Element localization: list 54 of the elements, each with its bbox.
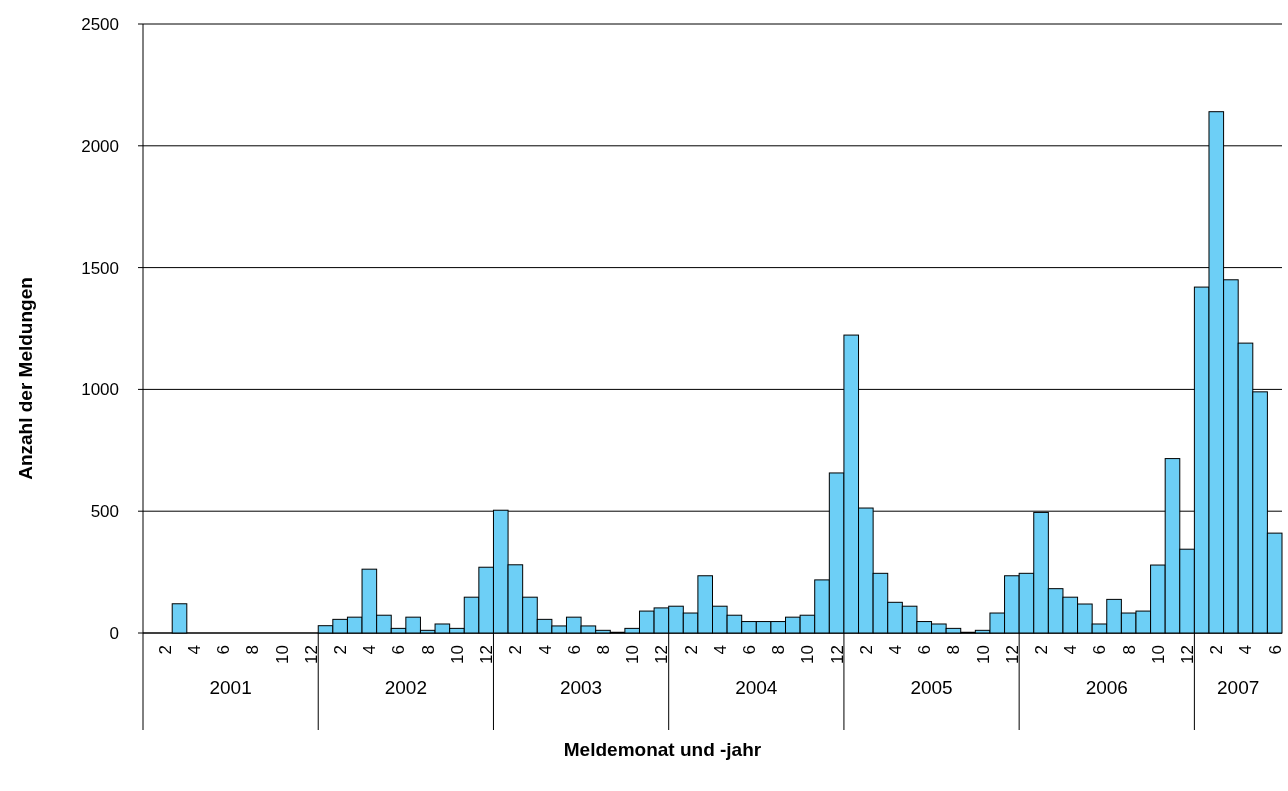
x-tick-label: 6 <box>1090 645 1110 655</box>
x-tick-label: 6 <box>389 645 409 655</box>
x-tick-label: 10 <box>1148 645 1168 664</box>
x-tick-label: 10 <box>272 645 292 664</box>
x-tick-label: 2 <box>856 645 876 655</box>
x-tick-label: 4 <box>185 645 205 655</box>
text: 2002 <box>384 677 427 698</box>
x-tick-label: 2 <box>1032 645 1052 655</box>
x-tick-label: 8 <box>769 645 789 655</box>
x-tick-label: 2 <box>331 645 351 655</box>
x-tick-label: 8 <box>944 645 964 655</box>
y-tick-label: 2500 <box>81 14 119 34</box>
y-tick-label: 1000 <box>81 380 119 400</box>
x-tick-label: 4 <box>535 645 555 655</box>
x-tick-label: 12 <box>827 645 847 664</box>
x-tick-label: 2 <box>681 645 701 655</box>
x-tick-label: 10 <box>623 645 643 664</box>
x-tick-label: 4 <box>360 645 380 655</box>
x-tick-label: 12 <box>1002 645 1022 664</box>
y-axis-title: Anzahl der Meldungen <box>15 277 36 480</box>
text: 2007 <box>1217 677 1260 698</box>
x-tick-label: 6 <box>915 645 935 655</box>
y-tick-label: 2000 <box>81 136 119 156</box>
x-axis-title: Meldemonat und -jahr <box>563 739 762 760</box>
x-tick-label: 2 <box>506 645 526 655</box>
x-tick-label: 6 <box>214 645 234 655</box>
x-tick-label: 6 <box>564 645 584 655</box>
x-tick-label: 12 <box>477 645 497 664</box>
y-tick-label: 1500 <box>81 258 119 278</box>
x-tick-label: 8 <box>1119 645 1139 655</box>
x-tick-label: 8 <box>418 645 438 655</box>
x-tick-label: 6 <box>1265 645 1285 655</box>
x-tick-label: 12 <box>301 645 321 664</box>
x-tick-label: 2 <box>155 645 175 655</box>
x-tick-label: 8 <box>593 645 613 655</box>
x-tick-label: 12 <box>652 645 672 664</box>
text: 2005 <box>910 677 953 698</box>
x-tick-label: 8 <box>243 645 263 655</box>
text: 2003 <box>559 677 603 698</box>
x-tick-label: 6 <box>739 645 759 655</box>
x-tick-label: 10 <box>973 645 993 664</box>
y-tick-label: 500 <box>90 502 119 522</box>
text: 2001 <box>209 677 252 698</box>
y-tick-label: 0 <box>109 623 119 643</box>
x-tick-label: 4 <box>885 645 905 655</box>
text: 2006 <box>1085 677 1128 698</box>
x-tick-label: 4 <box>710 645 730 655</box>
text: 2004 <box>735 677 778 698</box>
x-tick-label: 12 <box>1178 645 1198 664</box>
x-tick-label: 4 <box>1236 645 1256 655</box>
x-tick-label: 4 <box>1061 645 1081 655</box>
x-tick-label: 10 <box>798 645 818 664</box>
x-tick-label: 10 <box>447 645 467 664</box>
x-tick-label: 2 <box>1207 645 1227 655</box>
